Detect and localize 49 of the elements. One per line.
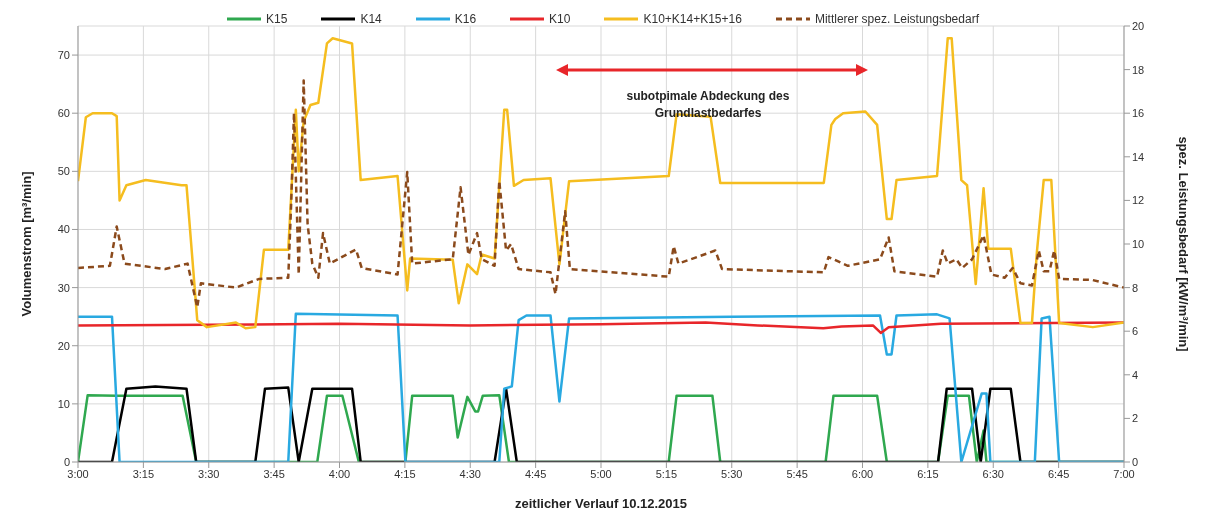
x-tick-label: 4:15 — [394, 467, 416, 480]
legend-label: K15 — [266, 12, 288, 26]
y2-tick-label: 18 — [1132, 63, 1145, 76]
legend-label: K16 — [454, 12, 477, 26]
y2-tick-label: 10 — [1132, 237, 1145, 250]
y2-tick-label: 0 — [1132, 455, 1139, 468]
legend-label: K14 — [360, 12, 382, 26]
y2-axis-title: spez. Leistungsbedarf [kW/m³/min] — [1176, 136, 1192, 352]
y-tick-label: 70 — [57, 48, 70, 61]
x-tick-label: 5:15 — [655, 467, 678, 480]
x-tick-label: 3:45 — [263, 467, 285, 480]
y-axis-title: Volumenstrom [m³/min] — [18, 171, 34, 317]
x-tick-label: 3:15 — [132, 467, 155, 480]
legend-label: Mittlerer spez. Leistungsbedarf — [814, 12, 979, 26]
y-tick-label: 10 — [57, 397, 70, 410]
x-tick-label: 5:00 — [590, 467, 612, 480]
y2-tick-label: 12 — [1132, 194, 1145, 207]
x-axis-title: zeitlicher Verlauf 10.12.2015 — [515, 496, 687, 511]
x-tick-label: 3:00 — [67, 467, 89, 480]
y-tick-label: 30 — [57, 281, 70, 294]
y2-tick-label: 20 — [1132, 19, 1145, 32]
y-tick-label: 0 — [63, 455, 70, 468]
y2-tick-label: 6 — [1132, 325, 1139, 338]
x-tick-label: 4:45 — [524, 467, 547, 480]
annotation: subotpimale Abdeckung des Grundlastbedarfes — [625, 88, 791, 122]
x-tick-label: 4:30 — [459, 467, 481, 480]
x-tick-label: 6:30 — [982, 467, 1004, 480]
y-tick-label: 50 — [57, 165, 70, 178]
x-tick-label: 6:15 — [917, 467, 939, 480]
y2-tick-label: 2 — [1132, 412, 1139, 425]
x-tick-label: 7:00 — [1113, 467, 1135, 480]
y2-tick-label: 8 — [1132, 281, 1139, 294]
line-series — [78, 321, 1124, 335]
x-tick-label: 3:30 — [198, 467, 220, 480]
y2-tick-label: 16 — [1132, 107, 1145, 120]
y-tick-label: 40 — [57, 223, 70, 236]
line-series — [78, 36, 1124, 330]
x-tick-label: 4:00 — [328, 467, 351, 480]
x-tick-label: 5:30 — [721, 467, 743, 480]
line-series — [78, 79, 1124, 309]
x-tick-label: 6:45 — [1047, 467, 1070, 480]
legend-label: K10 — [549, 12, 571, 26]
y2-tick-label: 4 — [1132, 368, 1139, 381]
x-tick-label: 5:45 — [786, 467, 808, 480]
legend-label: K10+K14+K15+16 — [643, 12, 742, 26]
y-tick-label: 20 — [57, 339, 70, 352]
y-tick-label: 60 — [57, 107, 70, 120]
y2-tick-label: 14 — [1132, 150, 1145, 163]
x-tick-label: 6:00 — [851, 467, 874, 480]
